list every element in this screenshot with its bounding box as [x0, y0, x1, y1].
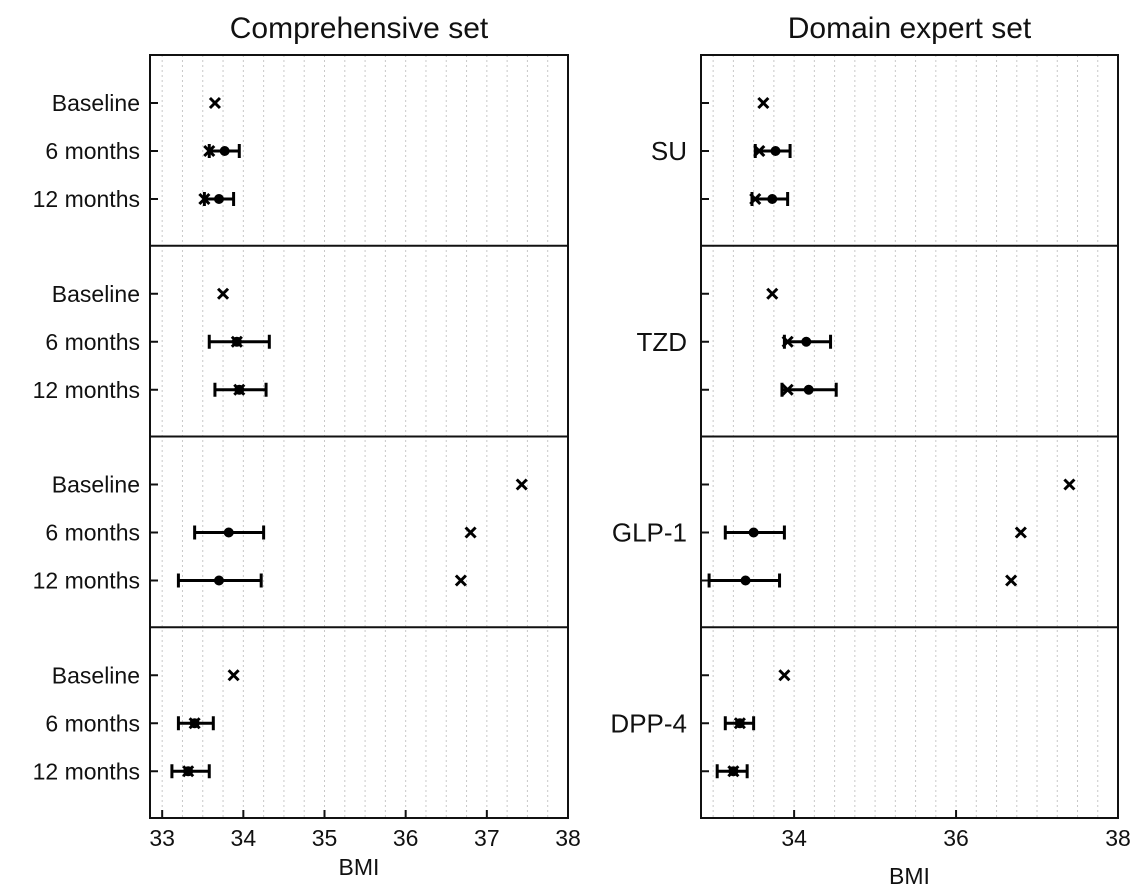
domain-expert-group-label: TZD [636, 327, 687, 357]
domain-expert-mean-point [748, 527, 759, 538]
domain-expert-x-tick-label: 38 [1105, 825, 1131, 851]
domain-expert-cross-marker [778, 669, 791, 682]
domain-expert-group-label: SU [651, 136, 687, 166]
cross-stroke [227, 669, 240, 682]
comprehensive-mean-point [213, 575, 224, 586]
comprehensive-mean-point [219, 146, 230, 156]
cross-stroke [778, 669, 791, 682]
cross-stroke [203, 144, 216, 158]
domain-expert-cross-marker [781, 335, 794, 348]
comprehensive-cross-marker [464, 526, 477, 539]
cross-stroke [230, 335, 243, 348]
domain-expert-cross-marker [733, 717, 746, 730]
domain-expert-x-tick-label: 36 [943, 825, 969, 851]
comprehensive-x-tick-label: 36 [393, 825, 419, 851]
comprehensive-mean-point [213, 194, 224, 204]
domain-expert-x-axis-label: BMI [889, 863, 930, 888]
cross-stroke [454, 574, 467, 587]
comprehensive-cross-marker [203, 144, 216, 158]
comprehensive-cross-marker [216, 287, 230, 300]
comprehensive-row-label: 6 months [45, 710, 140, 736]
cross-stroke [1005, 574, 1018, 587]
cross-stroke [727, 765, 740, 778]
cross-stroke [188, 717, 201, 730]
cross-stroke [757, 96, 770, 110]
domain-expert-cross-marker [1014, 526, 1027, 539]
comprehensive-mean-point [223, 527, 234, 538]
domain-expert-cross-marker [749, 192, 762, 206]
domain-expert-group-label: DPP-4 [610, 708, 687, 738]
cross-stroke [233, 383, 246, 396]
domain-expert-group-label: GLP-1 [612, 518, 687, 548]
domain-expert-cross-marker [753, 144, 766, 158]
domain-expert-mean-point [801, 336, 812, 347]
comprehensive-cross-marker [208, 96, 221, 110]
domain-expert-cross-marker [1063, 478, 1076, 491]
comprehensive-cross-marker [188, 717, 201, 730]
comprehensive-row-label: Baseline [52, 90, 140, 116]
comprehensive-title: Comprehensive set [230, 12, 489, 45]
cross-stroke [781, 335, 794, 348]
cross-stroke [182, 765, 195, 778]
comprehensive-x-tick-label: 37 [474, 825, 500, 851]
domain-expert-mean-point [770, 146, 781, 156]
cross-stroke [1063, 478, 1076, 491]
domain-expert-title: Domain expert set [788, 12, 1032, 45]
comprehensive-x-tick-label: 33 [149, 825, 175, 851]
domain-expert-mean-point [740, 575, 751, 586]
cross-stroke [216, 287, 230, 300]
comprehensive-row-label: 12 months [33, 377, 140, 403]
cross-stroke [198, 192, 211, 206]
comprehensive-row-label: 12 months [33, 186, 140, 212]
comprehensive-cross-marker [182, 765, 195, 778]
comprehensive-cross-marker [515, 478, 528, 491]
comprehensive-x-tick-label: 38 [555, 825, 581, 851]
comprehensive-cross-marker [230, 335, 243, 348]
cross-stroke [464, 526, 477, 539]
cross-stroke [733, 717, 746, 730]
comprehensive-row-label: Baseline [52, 281, 140, 307]
domain-expert-cross-marker [1005, 574, 1018, 587]
comprehensive-row-label: 12 months [33, 568, 140, 594]
comprehensive-x-axis-label: BMI [339, 854, 380, 880]
comprehensive-cross-marker [454, 574, 467, 587]
cross-stroke [1014, 526, 1027, 539]
domain-expert-cross-marker [766, 287, 779, 300]
domain-expert-mean-point [767, 194, 778, 204]
comprehensive-cross-marker [227, 669, 240, 682]
comprehensive-x-tick-label: 34 [231, 825, 257, 851]
comprehensive-row-label: 12 months [33, 758, 140, 784]
cross-stroke [766, 287, 779, 300]
comprehensive-row-label: 6 months [45, 520, 140, 546]
cross-stroke [515, 478, 528, 491]
comprehensive-row-label: 6 months [45, 329, 140, 355]
cross-stroke [749, 192, 762, 206]
domain-expert-cross-marker [727, 765, 740, 778]
comprehensive-cross-marker [233, 383, 246, 396]
domain-expert-mean-point [803, 384, 814, 395]
cross-stroke [208, 96, 221, 110]
comprehensive-x-tick-label: 35 [312, 825, 338, 851]
comprehensive-row-label: Baseline [52, 472, 140, 498]
domain-expert-x-tick-label: 34 [781, 825, 807, 851]
cross-stroke [753, 144, 766, 158]
domain-expert-cross-marker [781, 383, 794, 396]
cross-stroke [781, 383, 794, 396]
comprehensive-cross-marker [198, 192, 211, 206]
comprehensive-row-label: 6 months [45, 138, 140, 164]
domain-expert-cross-marker [757, 96, 770, 110]
comprehensive-row-label: Baseline [52, 662, 140, 688]
